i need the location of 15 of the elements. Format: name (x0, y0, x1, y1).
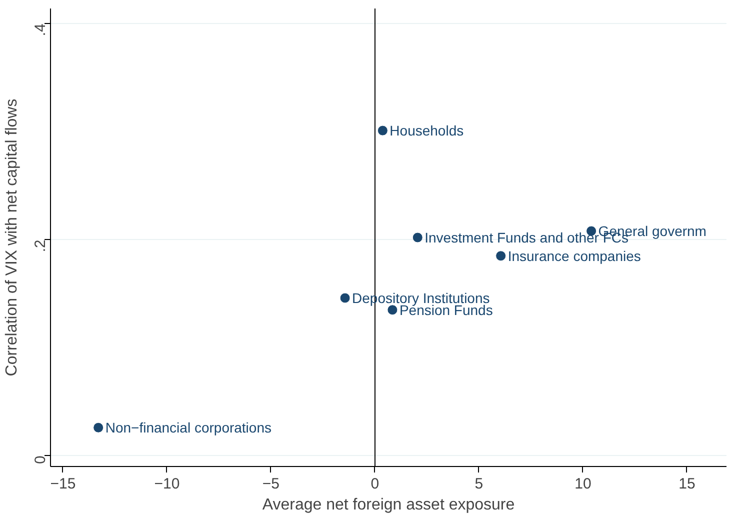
x-tick-label: −5 (262, 476, 280, 492)
x-tick-label: −10 (154, 476, 180, 492)
data-label: Insurance companies (508, 248, 641, 264)
y-tick-label: .2 (32, 240, 49, 252)
x-tick-label: 15 (678, 476, 696, 492)
data-label: Households (390, 122, 464, 139)
x-tick-label: −15 (50, 476, 76, 492)
y-tick-label: .4 (32, 24, 49, 36)
x-axis-title: Average net foreign asset exposure (262, 496, 515, 514)
x-tick-label: 5 (474, 476, 484, 492)
y-tick-label: 0 (32, 456, 49, 464)
data-label: Non−financial corporations (105, 420, 272, 436)
x-tick-label: 10 (574, 476, 592, 492)
y-axis-title: Correlation of VIX with net capital flows (4, 98, 20, 376)
x-tick-label: 0 (370, 476, 380, 492)
